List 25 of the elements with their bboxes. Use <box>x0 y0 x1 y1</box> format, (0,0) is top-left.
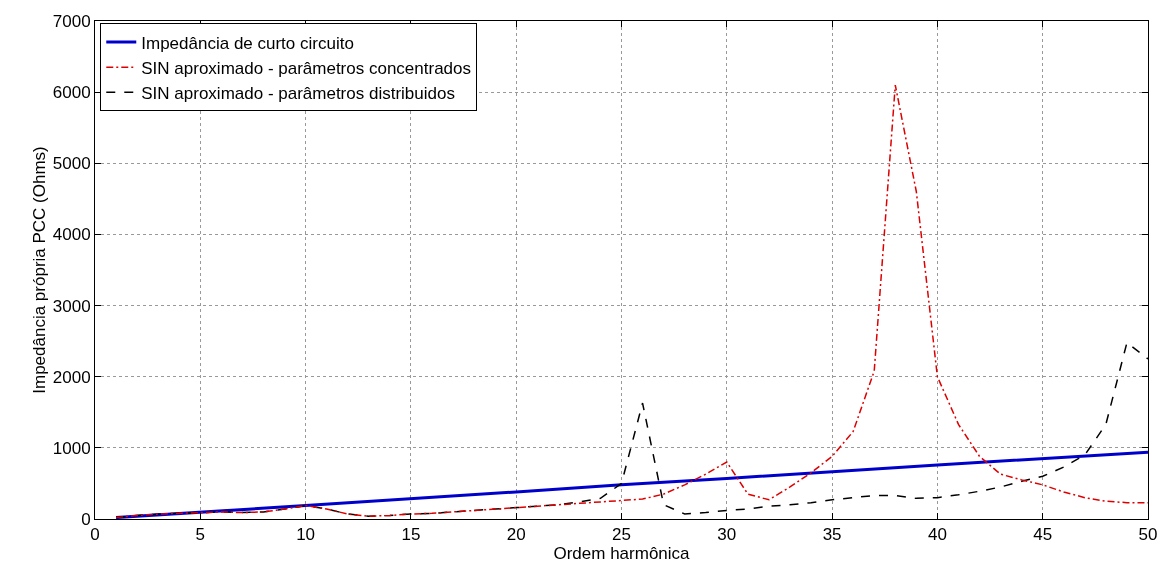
y-tick-label: 3000 <box>52 296 91 316</box>
x-tick-label: 15 <box>401 525 421 545</box>
x-tick-label: 30 <box>717 525 737 545</box>
x-tick-label: 50 <box>1138 525 1158 545</box>
y-tick-label: 1000 <box>52 438 91 458</box>
x-tick-label: 10 <box>296 525 316 545</box>
legend-label: SIN aproximado - parâmetros distribuidos <box>141 83 455 103</box>
x-tick-label: 40 <box>927 525 947 545</box>
y-axis-title: Impedância própria PCC (Ohms) <box>30 146 50 394</box>
y-tick-label: 5000 <box>52 154 91 174</box>
y-tick-label: 2000 <box>52 367 91 387</box>
x-axis-title: Ordem harmônica <box>553 544 691 564</box>
legend-label: Impedância de curto circuito <box>141 33 354 53</box>
legend-label: SIN aproximado - parâmetros concentrados <box>141 58 472 78</box>
y-tick-label: 6000 <box>52 83 91 103</box>
x-tick-label: 5 <box>195 525 206 545</box>
line-series <box>115 84 1148 519</box>
y-tick-label: 4000 <box>52 225 91 245</box>
x-tick-label: 35 <box>822 525 842 545</box>
y-tick-label: 7000 <box>52 11 91 31</box>
y-tick-label: 0 <box>81 509 91 529</box>
line-series <box>114 450 1148 519</box>
x-tick-label: 25 <box>612 525 631 545</box>
x-tick-label: 45 <box>1033 525 1053 545</box>
x-tick-label: 20 <box>506 525 526 545</box>
